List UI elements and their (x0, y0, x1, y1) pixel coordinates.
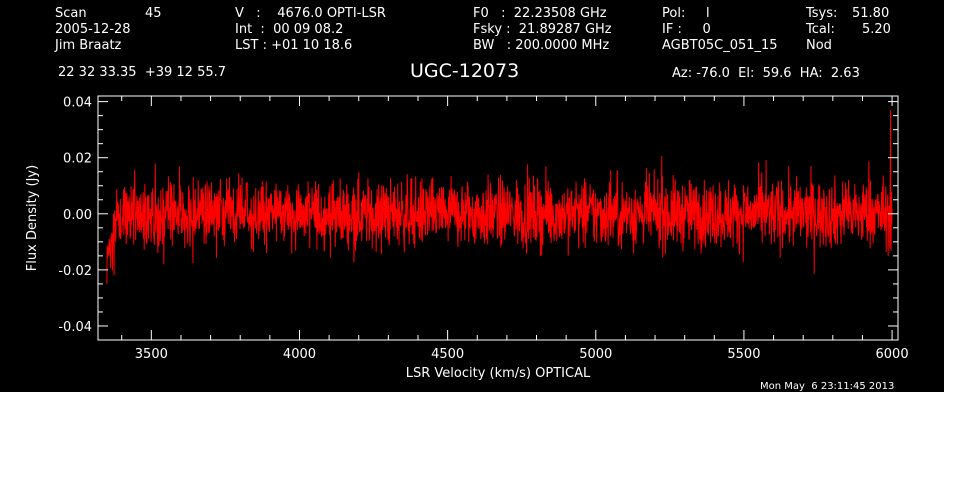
x-axis-label: LSR Velocity (km/s) OPTICAL (406, 366, 591, 381)
y-tick-label: 0.04 (63, 96, 92, 111)
x-tick-label: 3500 (135, 347, 168, 362)
plot-panel: Scan 45 2005-12-28 Jim Braatz 22 32 33.3… (0, 0, 944, 392)
y-tick-label: -0.02 (58, 264, 92, 279)
bandwidth-line: BW : 200.0000 MHz (473, 38, 610, 53)
y-tick-label: -0.04 (58, 320, 92, 335)
polarization-line: Pol: l (662, 6, 710, 21)
x-tick-label: 5500 (727, 347, 760, 362)
scan-label: Scan (55, 6, 87, 21)
x-tick-label: 6000 (876, 347, 909, 362)
plot-frame (97, 95, 899, 341)
velocity-line: V : 4676.0 OPTI-LSR (235, 6, 386, 21)
tsys-label: Tsys: (806, 6, 838, 21)
x-tick-label: 5000 (579, 347, 612, 362)
plot-timestamp: Mon May 6 23:11:45 2013 (760, 381, 895, 392)
observer-name: Jim Braatz (55, 38, 122, 53)
az-el-ha-line: Az: -76.0 El: 59.6 HA: 2.63 (672, 66, 860, 81)
tick-layer: 3500 4000 4500 5000 5500 6000 -0.04 -0.02 0.00 0.… (58, 96, 908, 362)
lst-line: LST : +01 10 18.6 (235, 38, 353, 53)
tsys-value: 51.80 (852, 6, 890, 21)
project-id: AGBT05C_051_15 (662, 38, 778, 53)
integration-line: Int : 00 09 08.2 (235, 22, 344, 37)
observation-date: 2005-12-28 (55, 22, 131, 37)
rest-frequency-line: F0 : 22.23508 GHz (473, 6, 607, 21)
tcal-label: Tcal: (806, 22, 835, 37)
chart-title: UGC-12073 (410, 60, 520, 82)
y-tick-label: 0.00 (63, 208, 92, 223)
tcal-value: 5.20 (862, 22, 891, 37)
y-tick-label: 0.02 (63, 152, 92, 167)
spectrum-line (106, 110, 893, 284)
x-tick-label: 4000 (283, 347, 316, 362)
sky-frequency-line: Fsky : 21.89287 GHz (473, 22, 612, 37)
trace-layer (106, 110, 893, 284)
y-axis-label: Flux Density (Jy) (25, 165, 40, 271)
nod-label: Nod (806, 38, 832, 53)
scan-value: 45 (145, 6, 162, 21)
x-tick-label: 4500 (431, 347, 464, 362)
source-coordinates: 22 32 33.35 +39 12 55.7 (58, 65, 227, 80)
if-line: IF : 0 (662, 22, 711, 37)
